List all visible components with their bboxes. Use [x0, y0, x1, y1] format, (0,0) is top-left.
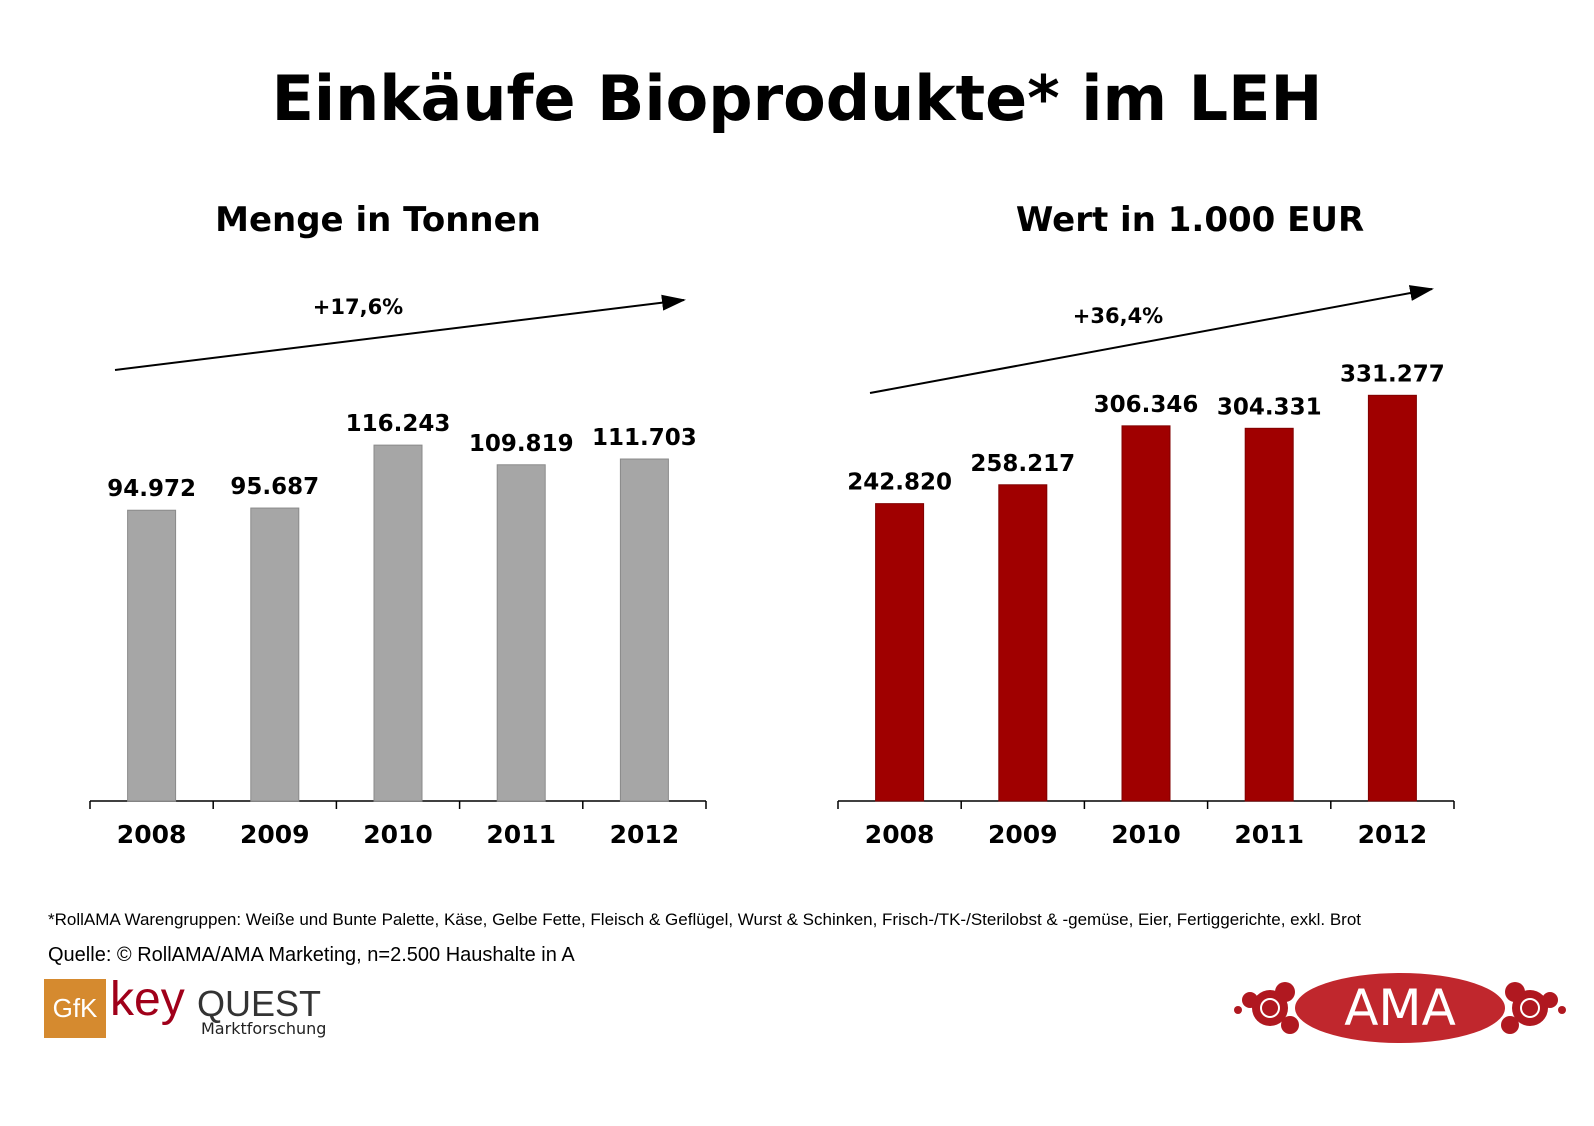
- keyquest-logo-key: key: [110, 973, 185, 1026]
- data-label: 111.703: [592, 425, 697, 451]
- chart-title-value: Wert in 1.000 EUR: [1015, 200, 1365, 240]
- bar-2008: [127, 509, 177, 802]
- x-tick-label: 2011: [486, 820, 556, 849]
- x-tick-label: 2010: [363, 820, 433, 849]
- page-title: Einkäufe Bioprodukte* im LEH: [271, 62, 1323, 135]
- chart-value: 242.820 2008 258.217 2009 306.346 2010 304.331…: [837, 285, 1455, 849]
- x-tick-label: 2008: [865, 820, 935, 849]
- ama-logo-text: AMA: [1344, 979, 1456, 1037]
- trend-label: +36,4%: [1073, 304, 1163, 328]
- data-label: 306.346: [1094, 392, 1199, 418]
- chart-quantity: 94.972 2008 95.687 2009 116.243 2010 109.819 20…: [89, 294, 707, 849]
- data-label: 258.217: [970, 451, 1075, 477]
- x-tick-label: 2009: [988, 820, 1058, 849]
- data-label: 109.819: [469, 431, 574, 457]
- source-note: Quelle: © RollAMA/AMA Marketing, n=2.500…: [48, 944, 575, 966]
- keyquest-logo-quest: QUEST: [197, 983, 322, 1024]
- data-label: 95.687: [230, 474, 319, 500]
- chart-title-quantity: Menge in Tonnen: [215, 200, 541, 240]
- x-tick-label: 2008: [117, 820, 187, 849]
- x-tick-label: 2011: [1234, 820, 1304, 849]
- bar-2011: [1244, 427, 1294, 802]
- x-tick-label: 2009: [240, 820, 310, 849]
- bar-2010: [1121, 425, 1171, 802]
- bar-2008: [875, 503, 925, 802]
- gfk-logo: GfK: [44, 979, 106, 1038]
- trend-arrow: [114, 294, 686, 371]
- data-label: 304.331: [1217, 394, 1322, 420]
- x-tick-label: 2010: [1111, 820, 1181, 849]
- trend-label: +17,6%: [313, 295, 403, 319]
- bar-2012: [1367, 394, 1417, 802]
- ama-logo: AMA: [1234, 973, 1566, 1043]
- data-label: 116.243: [346, 411, 451, 437]
- data-label: 331.277: [1340, 361, 1445, 387]
- x-tick-label: 2012: [1358, 820, 1428, 849]
- bar-2011: [496, 464, 546, 802]
- trend-arrow: [869, 285, 1434, 394]
- footnote: *RollAMA Warengruppen: Weiße und Bunte P…: [48, 910, 1362, 929]
- x-tick-label: 2012: [610, 820, 680, 849]
- bar-2010: [373, 444, 423, 802]
- data-label: 94.972: [107, 476, 196, 502]
- bar-2012: [619, 458, 669, 802]
- bar-2009: [998, 484, 1048, 802]
- keyquest-logo-subtitle: Marktforschung: [201, 1019, 327, 1038]
- bar-2009: [250, 507, 300, 802]
- data-label: 242.820: [847, 470, 952, 496]
- charts: 94.972 2008 95.687 2009 116.243 2010 109.819 20…: [89, 285, 1455, 849]
